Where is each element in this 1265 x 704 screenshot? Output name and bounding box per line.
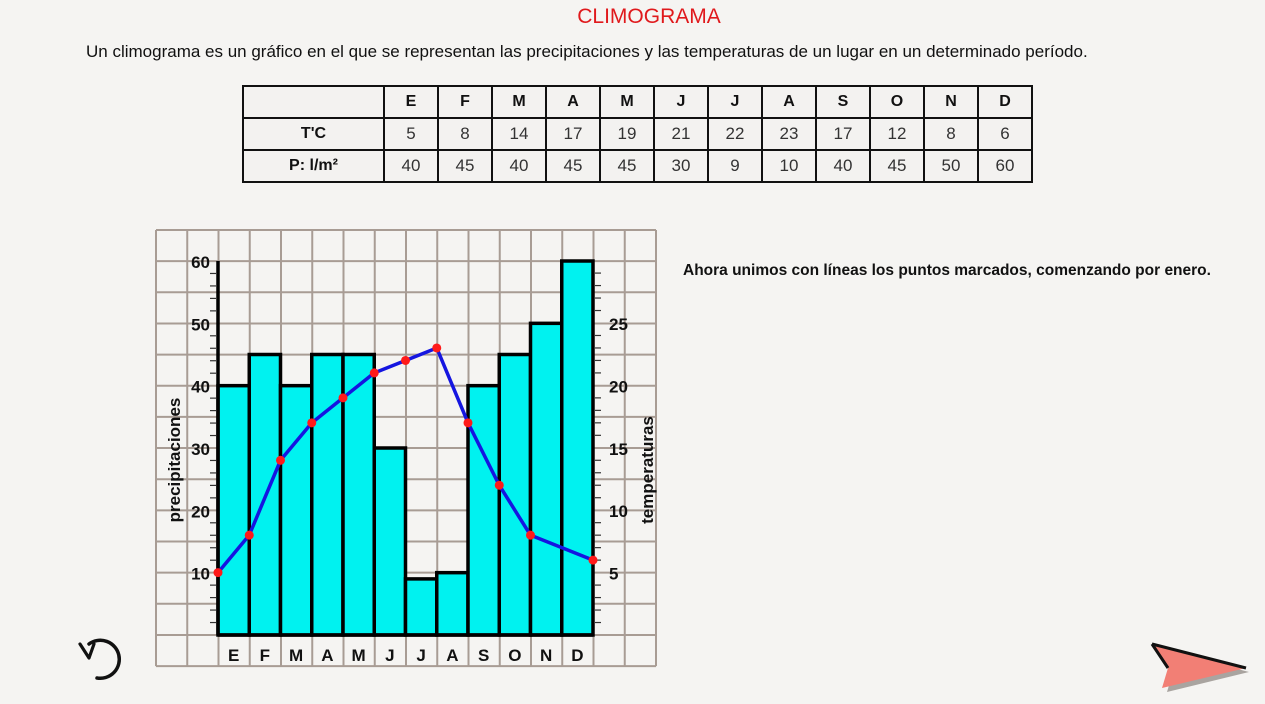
- temperature-cell: 22: [707, 117, 763, 151]
- month-header: M: [599, 85, 655, 119]
- x-tick-label: M: [352, 646, 366, 665]
- table-header-row: E F M A M J J A S O N D: [242, 85, 1033, 119]
- y2-tick-label: 25: [609, 315, 628, 334]
- temperature-line: [213, 343, 598, 578]
- temperature-marker: [588, 555, 598, 565]
- month-header: D: [977, 85, 1033, 119]
- precipitation-bar: [435, 570, 470, 637]
- climate-data-table: E F M A M J J A S O N D T'C 5 8 14 17 19…: [242, 85, 1033, 183]
- temperature-cell: 17: [545, 117, 601, 151]
- x-tick-label: D: [571, 646, 583, 665]
- temperature-cell: 8: [437, 117, 493, 151]
- temperature-row: T'C 5 8 14 17 19 21 22 23 17 12 8 6: [242, 117, 1033, 151]
- precipitation-row-label: P: l/m²: [242, 149, 385, 183]
- month-header: M: [491, 85, 547, 119]
- x-tick-label: F: [260, 646, 270, 665]
- month-header: N: [923, 85, 979, 119]
- month-header: E: [383, 85, 439, 119]
- instruction-text: Ahora unimos con líneas los puntos marca…: [683, 262, 1211, 279]
- precipitation-cell: 40: [383, 149, 439, 183]
- replay-icon[interactable]: [75, 632, 131, 684]
- x-tick-label: J: [385, 646, 394, 665]
- next-arrow-icon[interactable]: [1148, 640, 1250, 692]
- precipitation-cell: 45: [545, 149, 601, 183]
- temperature-cell: 23: [761, 117, 817, 151]
- precipitation-bar: [466, 383, 501, 637]
- x-tick-label: M: [289, 646, 303, 665]
- month-header: O: [869, 85, 925, 119]
- y2-tick-label: 5: [609, 565, 618, 584]
- x-tick-label: S: [478, 646, 489, 665]
- precipitation-bar: [560, 259, 595, 637]
- x-tick-label: J: [416, 646, 425, 665]
- temperature-cell: 8: [923, 117, 979, 151]
- x-tick-label: A: [446, 646, 458, 665]
- y2-tick-label: 20: [609, 377, 628, 396]
- temperature-marker: [338, 393, 348, 403]
- precipitation-cell: 9: [707, 149, 763, 183]
- precipitation-cell: 40: [491, 149, 547, 183]
- month-header: A: [761, 85, 817, 119]
- month-header: J: [653, 85, 709, 119]
- temperature-marker: [526, 530, 535, 540]
- temperature-marker: [244, 530, 254, 540]
- temperature-marker: [369, 368, 379, 378]
- precipitation-cell: 40: [815, 149, 871, 183]
- precipitation-cell: 45: [437, 149, 493, 183]
- y2-tick-label: 15: [609, 440, 628, 459]
- precipitation-cell: 30: [653, 149, 709, 183]
- precipitation-cell: 60: [977, 149, 1033, 183]
- temperature-marker: [307, 418, 317, 428]
- y-tick-label: 20: [191, 502, 210, 521]
- temperature-polyline: [216, 346, 594, 574]
- precipitation-cell: 10: [761, 149, 817, 183]
- table-corner-cell: [242, 85, 385, 119]
- y-tick-label: 40: [191, 378, 210, 397]
- temperature-marker: [432, 343, 442, 353]
- precipitation-bar: [528, 321, 564, 637]
- temperature-cell: 6: [977, 117, 1033, 151]
- precipitation-cell: 45: [869, 149, 925, 183]
- precipitation-bar: [310, 352, 345, 637]
- y-tick-label: 50: [191, 315, 210, 334]
- temperature-cell: 14: [491, 117, 547, 151]
- temperature-marker: [276, 455, 285, 465]
- precipitation-bar: [216, 383, 251, 637]
- temperature-cell: 19: [599, 117, 655, 151]
- x-tick-label: O: [508, 646, 521, 665]
- temperature-cell: 17: [815, 117, 871, 151]
- intro-text: Un climograma es un gráfico en el que se…: [86, 42, 1088, 61]
- y-tick-label: 10: [191, 565, 210, 584]
- precipitation-bar: [278, 383, 314, 637]
- y-axis-title: precipitaciones: [165, 398, 184, 523]
- page-title: CLIMOGRAMA: [577, 5, 721, 28]
- temperature-cell: 5: [383, 117, 439, 151]
- precipitation-bar: [372, 446, 408, 637]
- temperature-marker: [213, 568, 223, 578]
- y-tick-label: 60: [191, 253, 210, 272]
- precipitation-bar: [341, 352, 376, 637]
- y-tick-label: 30: [191, 440, 210, 459]
- month-header: A: [545, 85, 601, 119]
- month-header: F: [437, 85, 493, 119]
- y2-axis-title: temperaturas: [638, 416, 657, 524]
- precipitation-cell: 45: [599, 149, 655, 183]
- precipitation-row: P: l/m² 40 45 40 45 45 30 9 10 40 45 50 …: [242, 149, 1033, 183]
- x-tick-label: E: [228, 646, 239, 665]
- temperature-marker: [463, 418, 473, 428]
- precipitation-bar: [403, 577, 439, 637]
- temperature-row-label: T'C: [242, 117, 385, 151]
- temperature-marker: [494, 480, 504, 490]
- precipitation-cell: 50: [923, 149, 979, 183]
- x-tick-label: A: [321, 646, 333, 665]
- month-header: J: [707, 85, 763, 119]
- y2-tick-label: 10: [609, 502, 628, 521]
- temperature-cell: 21: [653, 117, 709, 151]
- temperature-marker: [401, 355, 410, 365]
- temperature-cell: 12: [869, 117, 925, 151]
- x-tick-label: N: [540, 646, 552, 665]
- month-header: S: [815, 85, 871, 119]
